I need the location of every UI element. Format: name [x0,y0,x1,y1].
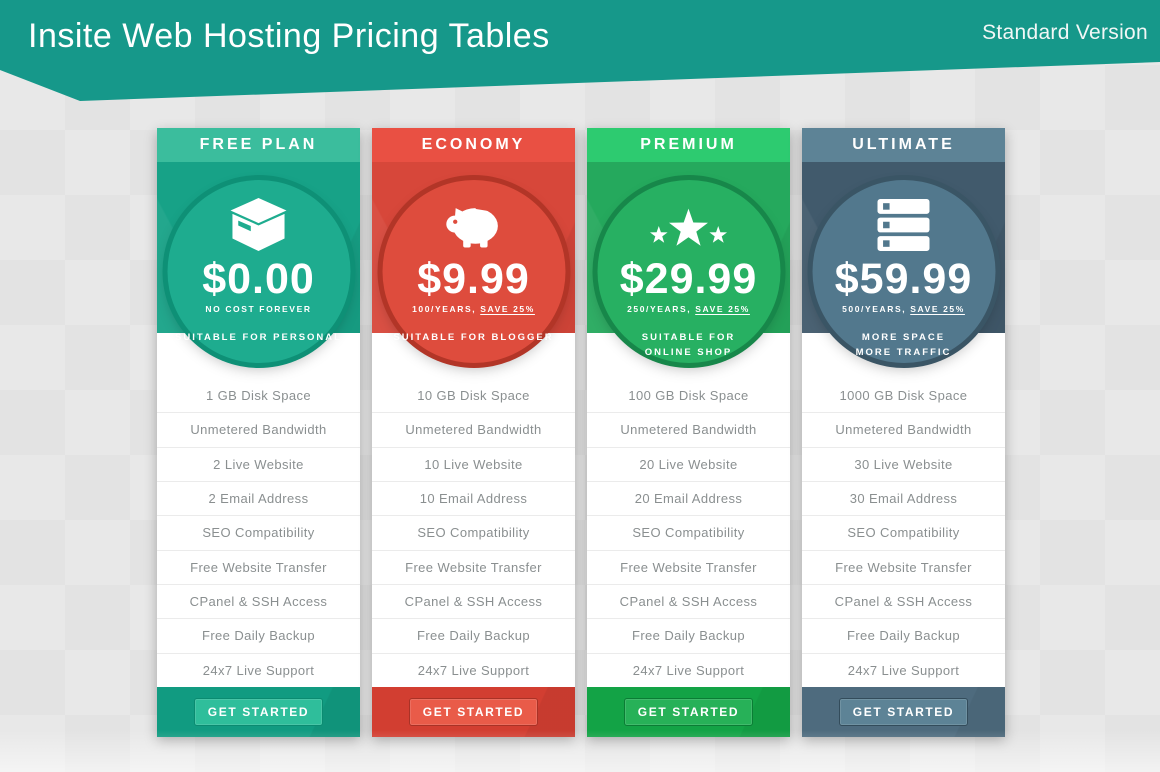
feature-row: 10 Live Website [372,446,575,481]
get-started-button[interactable]: GET STARTED [838,697,969,726]
feature-row: SEO Compatibility [372,515,575,549]
piggy-bank-icon [444,196,504,254]
feature-row: 2 Email Address [157,480,360,515]
feature-row: 24x7 Live Support [587,652,790,687]
feature-row: Free Daily Backup [372,618,575,652]
feature-row: 1 GB Disk Space [206,387,311,403]
tagline-line-1: SUITABLE FOR [641,332,736,343]
feature-row: SEO Compatibility [802,515,1005,549]
feature-row: 20 Email Address [587,480,790,515]
save-discount-link[interactable]: SAVE 25% [695,304,750,314]
save-discount-link[interactable]: SAVE 25% [480,304,535,314]
plan-tagline: SUITABLE FOR BLOGGER [393,331,553,346]
header-banner: Insite Web Hosting Pricing Tables Standa… [0,0,1160,101]
feature-row: 30 Email Address [802,480,1005,515]
get-started-button[interactable]: GET STARTED [623,697,754,726]
save-discount-link[interactable]: SAVE 25% [910,304,965,314]
price-note: NO COST FOREVER [205,304,311,314]
feature-row: CPanel & SSH Access [587,583,790,618]
feature-row: Unmetered Bandwidth [157,412,360,446]
price-note-text: 250/YEARS, [627,304,696,314]
pricing-card-ultimate: ULTIMATE $59.99 500/YEARS, SAVE 25% [802,128,1005,737]
version-label: Standard Version [982,21,1148,44]
plan-name: ULTIMATE [802,128,1005,162]
get-started-button[interactable]: GET STARTED [408,697,539,726]
feature-row: Free Daily Backup [587,618,790,652]
pricing-card-premium: PREMIUM $29.99 250/YEARS, SAVE 25% SUITA… [587,128,790,737]
page-title: Insite Web Hosting Pricing Tables [28,17,550,55]
plan-name: ECONOMY [372,128,575,162]
plan-footer: GET STARTED [587,686,790,737]
price-circle: $29.99 250/YEARS, SAVE 25% SUITABLE FOR … [597,180,780,363]
tagline-line-2: ONLINE SHOP [644,346,733,358]
feature-row: Free Daily Backup [802,618,1005,652]
feature-row: Free Website Transfer [157,549,360,584]
pricing-card-free-plan: FREE PLAN $0.00 NO COST FOREVER SUITABLE… [157,128,360,737]
pricing-tables: FREE PLAN $0.00 NO COST FOREVER SUITABLE… [157,128,1005,737]
feature-row: SEO Compatibility [587,515,790,549]
plan-hero: $59.99 500/YEARS, SAVE 25% MORE SPACE MO… [802,162,1005,363]
plan-price: $59.99 [834,255,973,303]
feature-row: Free Website Transfer [587,549,790,584]
plan-price: $0.00 [202,255,315,303]
feature-row: Free Daily Backup [157,618,360,652]
plan-footer: GET STARTED [157,686,360,737]
tagline-line-2: MORE TRAFFIC [855,346,952,358]
feature-row: 20 Live Website [587,446,790,481]
pricing-card-economy: ECONOMY $9.99 100/YEARS, SAVE 25% [372,128,575,737]
storage-box-icon [230,196,288,254]
price-circle: $59.99 500/YEARS, SAVE 25% MORE SPACE MO… [812,180,995,363]
feature-row: CPanel & SSH Access [157,583,360,618]
feature-row: 10 Email Address [372,480,575,515]
feature-row: 24x7 Live Support [802,652,1005,687]
price-note: 100/YEARS, SAVE 25% [412,304,535,314]
feature-row: 100 GB Disk Space [628,387,749,403]
stars-icon [648,196,730,254]
plan-hero: $0.00 NO COST FOREVER SUITABLE FOR PERSO… [157,162,360,363]
plan-tagline: SUITABLE FOR ONLINE SHOP [642,331,736,360]
tagline-line-1: SUITABLE FOR PERSONAL [175,332,342,343]
server-stack-icon [877,196,930,254]
plan-hero: $29.99 250/YEARS, SAVE 25% SUITABLE FOR … [587,162,790,363]
plan-footer: GET STARTED [372,686,575,737]
feature-row: Unmetered Bandwidth [802,412,1005,446]
feature-row: 24x7 Live Support [372,652,575,687]
plan-price: $29.99 [619,255,758,303]
feature-row: Free Website Transfer [372,549,575,584]
feature-list: 100 GB Disk Space Unmetered Bandwidth 20… [587,333,790,687]
feature-row: 2 Live Website [157,446,360,481]
price-note-text: 100/YEARS, [412,304,481,314]
plan-footer: GET STARTED [802,686,1005,737]
price-note: 250/YEARS, SAVE 25% [627,304,750,314]
plan-price: $9.99 [417,255,530,303]
plan-tagline: SUITABLE FOR PERSONAL [175,331,342,346]
feature-row: CPanel & SSH Access [372,583,575,618]
price-note-text: 500/YEARS, [842,304,911,314]
plan-hero: $9.99 100/YEARS, SAVE 25% SUITABLE FOR B… [372,162,575,363]
feature-row: SEO Compatibility [157,515,360,549]
get-started-button[interactable]: GET STARTED [193,697,324,726]
tagline-line-1: SUITABLE FOR BLOGGER [393,332,554,343]
feature-row: Unmetered Bandwidth [372,412,575,446]
price-note: 500/YEARS, SAVE 25% [842,304,965,314]
feature-row: 10 GB Disk Space [417,387,530,403]
plan-name: FREE PLAN [157,128,360,162]
tagline-line-1: MORE SPACE [861,332,946,343]
price-note-text: NO COST FOREVER [205,304,312,314]
feature-list: 1 GB Disk Space Unmetered Bandwidth 2 Li… [157,333,360,687]
price-circle: $9.99 100/YEARS, SAVE 25% SUITABLE FOR B… [382,180,565,363]
feature-row: 30 Live Website [802,446,1005,481]
feature-row: 24x7 Live Support [157,652,360,687]
feature-list: 10 GB Disk Space Unmetered Bandwidth 10 … [372,333,575,687]
feature-row: Free Website Transfer [802,549,1005,584]
plan-tagline: MORE SPACE MORE TRAFFIC [856,331,952,360]
feature-row: Unmetered Bandwidth [587,412,790,446]
plan-name: PREMIUM [587,128,790,162]
feature-list: 1000 GB Disk Space Unmetered Bandwidth 3… [802,333,1005,687]
feature-row: 1000 GB Disk Space [839,387,968,403]
price-circle: $0.00 NO COST FOREVER SUITABLE FOR PERSO… [167,180,350,363]
feature-row: CPanel & SSH Access [802,583,1005,618]
